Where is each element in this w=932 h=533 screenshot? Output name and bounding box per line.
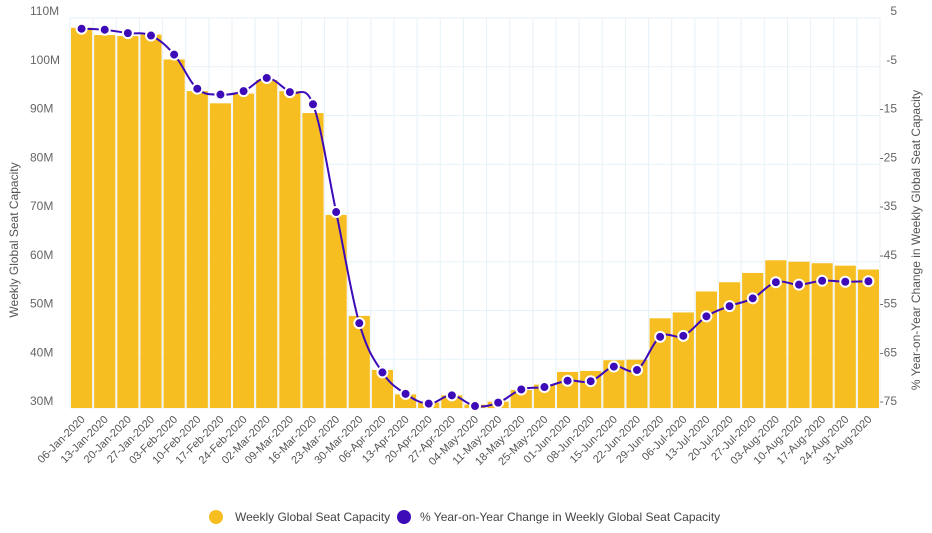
- left-tick-label: 70M: [30, 199, 53, 213]
- line-point[interactable]: [399, 387, 412, 400]
- bar[interactable]: [279, 91, 301, 408]
- line-point[interactable]: [214, 88, 227, 101]
- bar[interactable]: [186, 91, 208, 408]
- right-tick-label: 5: [890, 4, 897, 18]
- right-axis: 5 -5 -15 -25 -35 -45 -55 -65 -75: [880, 4, 898, 408]
- right-tick-label: -35: [880, 199, 898, 213]
- line-point[interactable]: [584, 375, 597, 388]
- line-point[interactable]: [145, 29, 157, 42]
- right-tick-label: -5: [886, 53, 897, 67]
- line-point[interactable]: [677, 329, 690, 342]
- line-point[interactable]: [538, 381, 551, 394]
- left-axis: 30M 40M 50M 60M 70M 80M 90M 100M 110M: [30, 4, 60, 408]
- bar[interactable]: [857, 269, 879, 408]
- line-point[interactable]: [607, 360, 620, 373]
- legend: Weekly Global Seat Capacity % Year-on-Ye…: [209, 510, 720, 524]
- left-tick-label: 60M: [30, 248, 53, 262]
- bar[interactable]: [742, 272, 764, 408]
- line-point[interactable]: [746, 292, 759, 305]
- legend-label-yoy-change: % Year-on-Year Change in Weekly Global S…: [420, 510, 720, 524]
- left-tick-label: 90M: [30, 102, 53, 116]
- left-tick-label: 80M: [30, 150, 53, 164]
- left-tick-label: 40M: [30, 345, 53, 359]
- line-point[interactable]: [237, 85, 250, 98]
- bar[interactable]: [441, 395, 463, 408]
- bar[interactable]: [256, 79, 278, 408]
- line-point[interactable]: [260, 71, 273, 84]
- bar[interactable]: [788, 261, 810, 408]
- line-point[interactable]: [98, 23, 111, 36]
- legend-swatch-capacity: [209, 510, 223, 524]
- line-point[interactable]: [654, 330, 667, 343]
- right-tick-label: -15: [880, 102, 898, 116]
- right-tick-label: -25: [880, 150, 898, 164]
- line-point[interactable]: [839, 275, 852, 288]
- bar[interactable]: [163, 59, 185, 408]
- line-point[interactable]: [631, 363, 643, 376]
- line-point[interactable]: [769, 276, 782, 289]
- bar[interactable]: [71, 27, 93, 408]
- bar[interactable]: [672, 312, 694, 408]
- bar[interactable]: [209, 103, 231, 408]
- line-point[interactable]: [330, 206, 343, 219]
- line-point[interactable]: [816, 274, 829, 287]
- legend-swatch-yoy-change: [397, 510, 411, 524]
- line-point[interactable]: [191, 82, 204, 95]
- bar[interactable]: [765, 260, 787, 408]
- bar-series: [71, 27, 879, 408]
- line-point[interactable]: [376, 366, 389, 379]
- bar[interactable]: [811, 263, 833, 408]
- line-point[interactable]: [469, 400, 481, 413]
- bar[interactable]: [94, 35, 116, 408]
- line-point[interactable]: [283, 86, 296, 99]
- left-tick-label: 110M: [30, 4, 59, 18]
- line-point[interactable]: [561, 374, 574, 387]
- line-point[interactable]: [168, 48, 181, 61]
- line-point[interactable]: [723, 300, 736, 313]
- bar[interactable]: [719, 282, 741, 408]
- bar[interactable]: [348, 315, 370, 408]
- line-point[interactable]: [492, 396, 505, 409]
- legend-label-capacity: Weekly Global Seat Capacity: [235, 510, 390, 524]
- left-tick-label: 30M: [30, 394, 53, 408]
- right-tick-label: -75: [880, 394, 898, 408]
- line-point[interactable]: [700, 310, 713, 323]
- x-axis: 06-Jan-202013-Jan-202020-Jan-202027-Jan-…: [36, 414, 875, 468]
- line-point[interactable]: [862, 275, 875, 288]
- line-point[interactable]: [422, 397, 435, 410]
- left-axis-title: Weekly Global Seat Capacity: [7, 162, 21, 317]
- right-tick-label: -45: [880, 248, 898, 262]
- bar[interactable]: [695, 291, 717, 408]
- line-point[interactable]: [515, 383, 528, 396]
- right-tick-label: -55: [880, 297, 898, 311]
- bar[interactable]: [649, 318, 671, 408]
- right-axis-title: % Year-on-Year Change in Weekly Global S…: [909, 90, 923, 390]
- bar[interactable]: [140, 34, 162, 408]
- line-point[interactable]: [353, 317, 366, 330]
- left-tick-label: 100M: [30, 53, 60, 67]
- line-point[interactable]: [307, 98, 319, 111]
- legend-item-yoy-change[interactable]: % Year-on-Year Change in Weekly Global S…: [397, 510, 720, 524]
- right-tick-label: -65: [880, 345, 898, 359]
- bar[interactable]: [533, 384, 555, 408]
- bar[interactable]: [233, 93, 255, 408]
- bar[interactable]: [510, 389, 532, 408]
- line-point[interactable]: [75, 22, 88, 35]
- bar[interactable]: [302, 113, 324, 408]
- line-series: [75, 22, 875, 413]
- legend-item-capacity[interactable]: Weekly Global Seat Capacity: [209, 510, 390, 524]
- bar[interactable]: [117, 36, 139, 408]
- line-point[interactable]: [793, 278, 805, 291]
- bar[interactable]: [325, 214, 347, 408]
- bar[interactable]: [834, 265, 856, 408]
- left-tick-label: 50M: [30, 297, 53, 311]
- line-point[interactable]: [121, 27, 134, 40]
- line-point[interactable]: [445, 389, 458, 402]
- bar[interactable]: [603, 360, 625, 408]
